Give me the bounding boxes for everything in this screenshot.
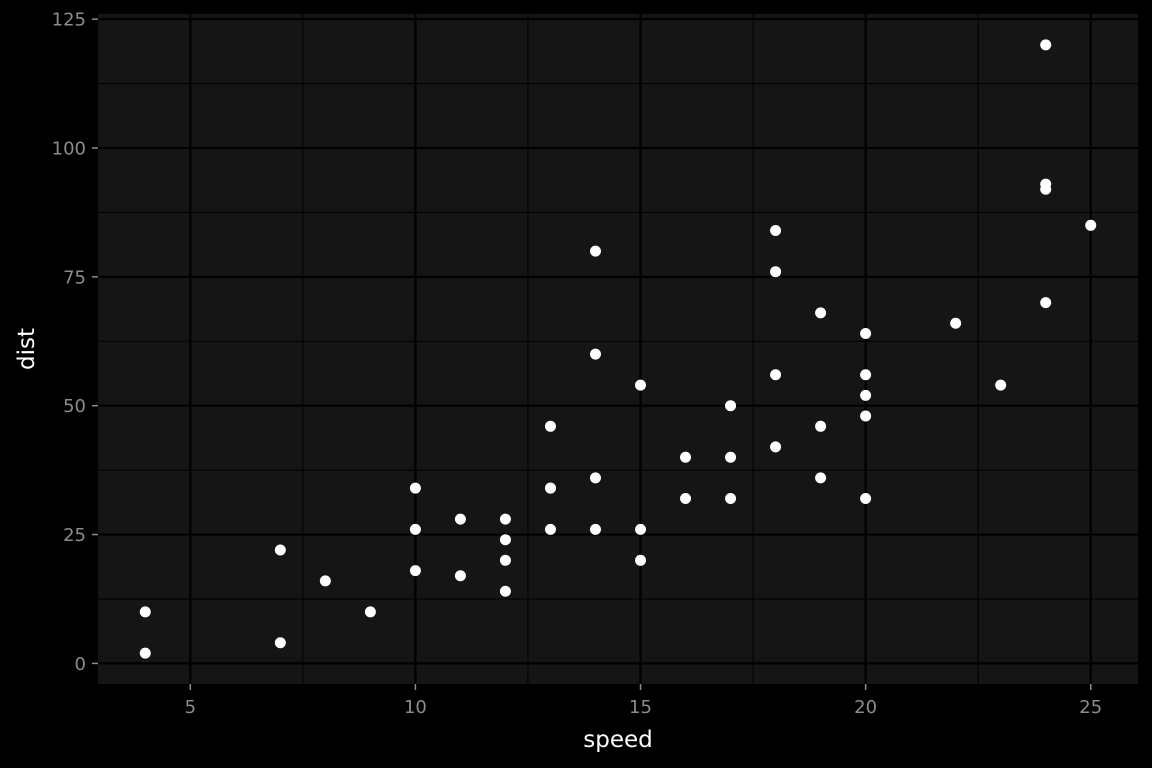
y-tick-label: 0 xyxy=(75,654,86,675)
y-tick-label: 50 xyxy=(63,396,86,417)
data-point xyxy=(544,523,556,535)
data-point xyxy=(1040,178,1052,190)
data-point xyxy=(409,482,421,494)
data-point xyxy=(1085,219,1097,231)
data-point xyxy=(499,585,511,597)
data-point xyxy=(680,451,692,463)
data-point xyxy=(815,472,827,484)
x-axis-title: speed xyxy=(583,727,652,753)
data-point xyxy=(499,554,511,566)
x-tick-label: 5 xyxy=(185,697,196,718)
data-point xyxy=(950,317,962,329)
minor-gridlines xyxy=(98,14,1138,684)
data-point xyxy=(454,513,466,525)
data-point xyxy=(635,523,647,535)
y-axis: 0 25 50 75 100 125 xyxy=(52,10,98,675)
data-point xyxy=(139,647,151,659)
data-point xyxy=(815,307,827,319)
data-points xyxy=(139,39,1097,659)
data-point xyxy=(770,266,782,278)
x-tick-label: 15 xyxy=(629,697,652,718)
data-point xyxy=(860,369,872,381)
x-axis: 5 10 15 20 25 xyxy=(185,684,1102,718)
x-tick-label: 20 xyxy=(854,697,877,718)
data-point xyxy=(995,379,1007,391)
data-point xyxy=(589,523,601,535)
data-point xyxy=(319,575,331,587)
data-point xyxy=(409,565,421,577)
data-point xyxy=(635,554,647,566)
data-point xyxy=(274,637,286,649)
y-tick-label: 75 xyxy=(63,267,86,288)
y-tick-label: 100 xyxy=(52,139,86,160)
data-point xyxy=(635,379,647,391)
data-point xyxy=(725,400,737,412)
data-point xyxy=(770,369,782,381)
data-point xyxy=(454,570,466,582)
x-tick-label: 10 xyxy=(404,697,427,718)
data-point xyxy=(364,606,376,618)
data-point xyxy=(499,513,511,525)
data-point xyxy=(589,348,601,360)
data-point xyxy=(589,472,601,484)
data-point xyxy=(544,420,556,432)
data-point xyxy=(860,328,872,340)
data-point xyxy=(860,492,872,504)
data-point xyxy=(274,544,286,556)
data-point xyxy=(589,245,601,257)
data-point xyxy=(860,389,872,401)
data-point xyxy=(860,410,872,422)
data-point xyxy=(499,534,511,546)
data-point xyxy=(725,451,737,463)
data-point xyxy=(409,523,421,535)
y-tick-label: 25 xyxy=(63,525,86,546)
data-point xyxy=(815,420,827,432)
x-tick-label: 25 xyxy=(1079,697,1102,718)
data-point xyxy=(544,482,556,494)
data-point xyxy=(680,492,692,504)
plot-panel xyxy=(98,14,1138,684)
data-point xyxy=(770,224,782,236)
data-point xyxy=(1040,297,1052,309)
data-point xyxy=(139,606,151,618)
y-axis-title: dist xyxy=(14,328,40,370)
data-point xyxy=(770,441,782,453)
data-point xyxy=(1040,39,1052,51)
y-tick-label: 125 xyxy=(52,10,86,31)
data-point xyxy=(725,492,737,504)
